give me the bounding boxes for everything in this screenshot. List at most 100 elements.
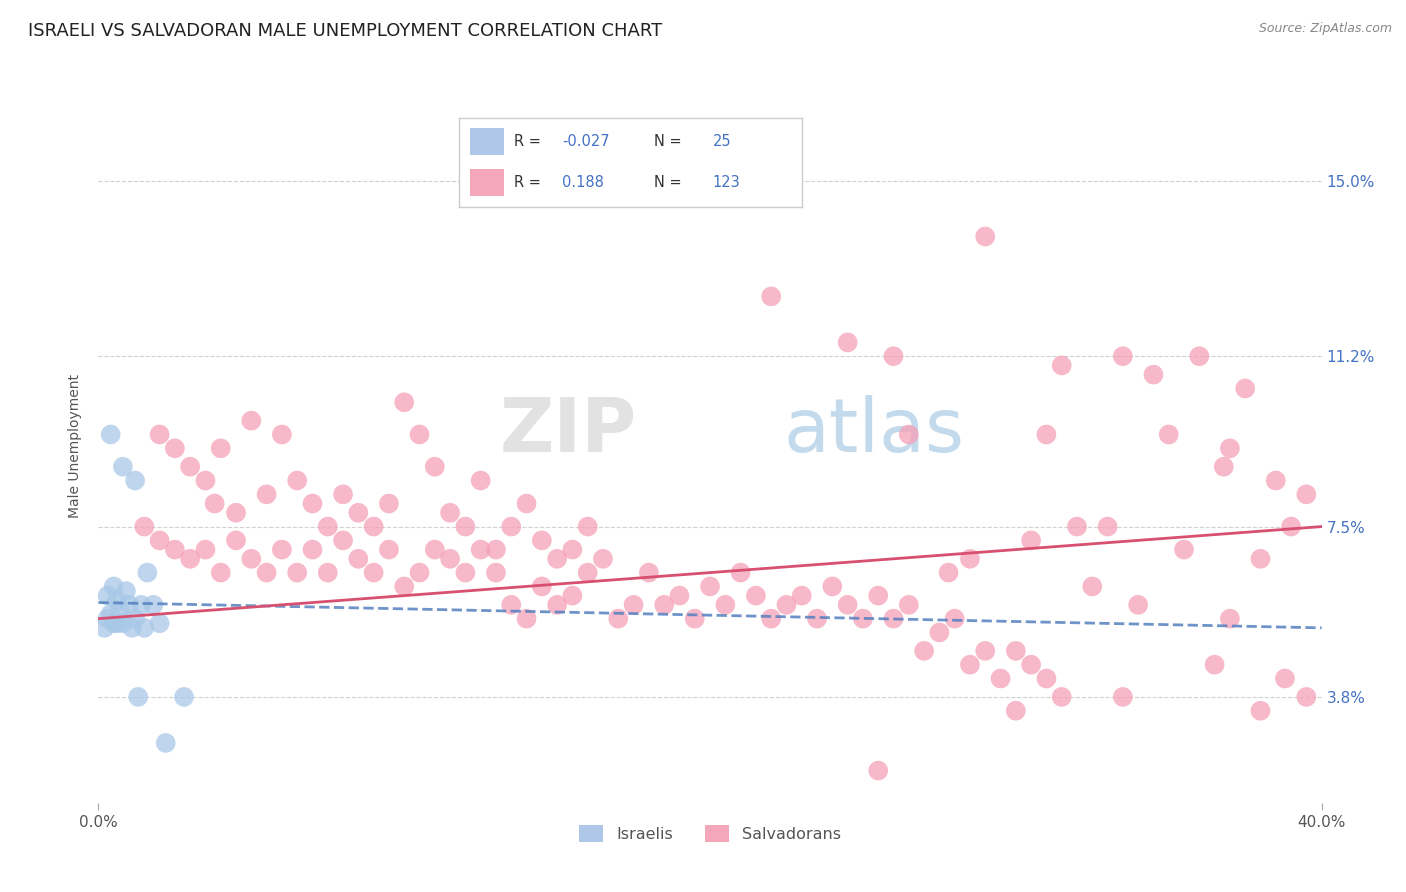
Point: [790, 589, 813, 603]
Point: [301, 497, 323, 511]
Point: [378, 542, 401, 557]
Point: [1188, 349, 1211, 363]
Point: [714, 598, 737, 612]
Point: [990, 672, 1012, 686]
Point: [912, 644, 935, 658]
Point: [1274, 672, 1296, 686]
Point: [683, 612, 706, 626]
Point: [1066, 519, 1088, 533]
Point: [821, 579, 844, 593]
Point: [1050, 690, 1073, 704]
Point: [868, 764, 890, 778]
Point: [576, 519, 599, 533]
Point: [1204, 657, 1226, 672]
Point: [516, 612, 538, 626]
Point: [576, 566, 599, 580]
Point: [561, 589, 583, 603]
Point: [1019, 657, 1042, 672]
Point: [897, 598, 920, 612]
Point: [270, 427, 294, 442]
Point: [285, 566, 308, 580]
Point: [1112, 690, 1135, 704]
Point: [111, 459, 134, 474]
Point: [105, 616, 128, 631]
Point: [1035, 672, 1057, 686]
Point: [1142, 368, 1164, 382]
Point: [883, 349, 905, 363]
Point: [454, 566, 477, 580]
Point: [485, 542, 508, 557]
Point: [108, 602, 131, 616]
Point: [124, 612, 146, 626]
Point: [546, 598, 568, 612]
Point: [118, 598, 141, 612]
Point: [501, 598, 523, 612]
Point: [485, 566, 508, 580]
Point: [470, 542, 492, 557]
Point: [1004, 704, 1026, 718]
Text: ISRAELI VS SALVADORAN MALE UNEMPLOYMENT CORRELATION CHART: ISRAELI VS SALVADORAN MALE UNEMPLOYMENT …: [28, 22, 662, 40]
Point: [270, 542, 294, 557]
Point: [454, 519, 477, 533]
Point: [256, 566, 278, 580]
Text: ZIP: ZIP: [499, 395, 637, 468]
Point: [761, 612, 783, 626]
Point: [837, 335, 859, 350]
Point: [127, 690, 149, 704]
Point: [837, 598, 859, 612]
Point: [806, 612, 828, 626]
Point: [163, 442, 186, 456]
Point: [652, 598, 675, 612]
Point: [204, 497, 226, 511]
Point: [149, 616, 172, 631]
Point: [100, 427, 122, 442]
Point: [883, 612, 905, 626]
Point: [134, 519, 156, 533]
Point: [761, 289, 783, 303]
Point: [943, 612, 966, 626]
Point: [240, 414, 263, 428]
Point: [142, 598, 165, 612]
Point: [775, 598, 797, 612]
Point: [194, 474, 217, 488]
Point: [423, 459, 446, 474]
Point: [173, 690, 195, 704]
Point: [378, 497, 401, 511]
Point: [97, 612, 120, 626]
Point: [363, 566, 385, 580]
Point: [959, 657, 981, 672]
Point: [470, 474, 492, 488]
Point: [103, 616, 125, 631]
Point: [1295, 690, 1317, 704]
Point: [439, 506, 461, 520]
Text: Source: ZipAtlas.com: Source: ZipAtlas.com: [1258, 22, 1392, 36]
Point: [1157, 427, 1180, 442]
Point: [745, 589, 768, 603]
Point: [1097, 519, 1119, 533]
Point: [1234, 381, 1257, 395]
Point: [1250, 704, 1272, 718]
Point: [209, 566, 232, 580]
Point: [129, 598, 152, 612]
Point: [928, 625, 950, 640]
Point: [1050, 359, 1073, 373]
Point: [938, 566, 960, 580]
Point: [546, 551, 568, 566]
Point: [1112, 349, 1135, 363]
Point: [1035, 427, 1057, 442]
Point: [155, 736, 177, 750]
Point: [730, 566, 752, 580]
Point: [124, 474, 146, 488]
Point: [1264, 474, 1286, 488]
Point: [392, 579, 416, 593]
Point: [225, 506, 247, 520]
Point: [121, 621, 143, 635]
Text: atlas: atlas: [783, 395, 965, 468]
Point: [163, 542, 186, 557]
Point: [332, 533, 354, 548]
Point: [301, 542, 323, 557]
Point: [100, 607, 122, 621]
Point: [1128, 598, 1150, 612]
Y-axis label: Male Unemployment: Male Unemployment: [69, 374, 83, 518]
Point: [332, 487, 354, 501]
